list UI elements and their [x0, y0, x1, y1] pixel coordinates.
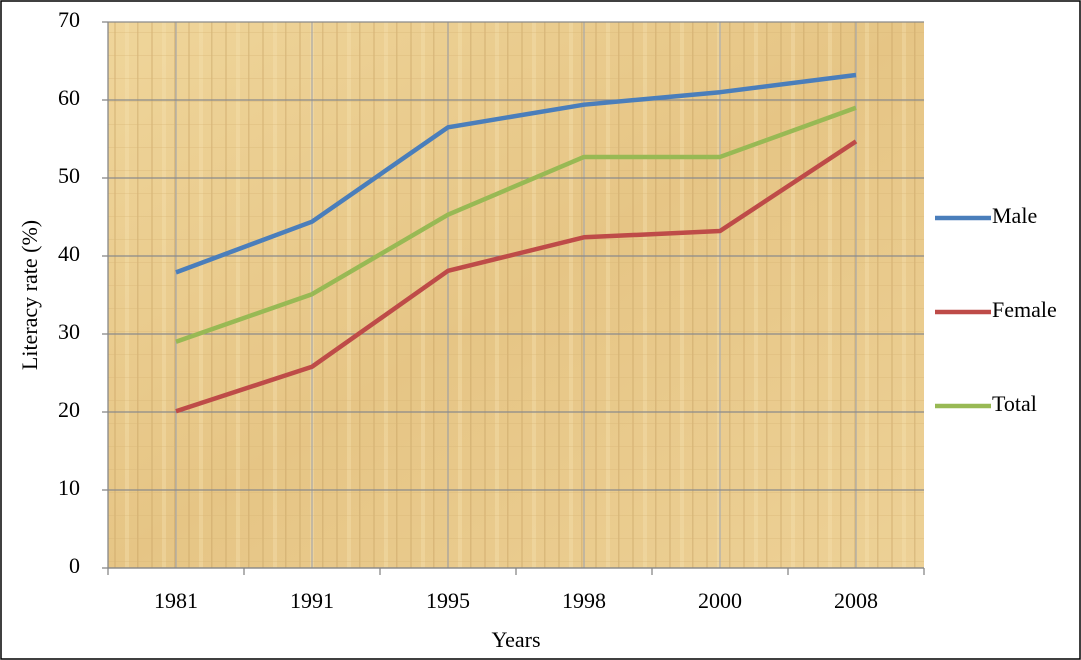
x-tick-label: 1998: [562, 588, 606, 613]
series-line: [175, 72, 857, 275]
y-tick-label: 30: [58, 319, 80, 344]
y-tick-label: 0: [69, 553, 80, 578]
y-tick-label: 60: [58, 85, 80, 110]
x-tick-label: 1981: [154, 588, 198, 613]
y-tick-label: 20: [58, 397, 80, 422]
y-tick-label: 70: [58, 7, 80, 32]
series-line: [175, 139, 858, 414]
legend-label: Female: [992, 297, 1057, 322]
y-tick-label: 50: [58, 163, 80, 188]
series-line: [175, 105, 857, 344]
y-axis-title: Literacy rate (%): [17, 220, 42, 370]
x-tick-label: 2000: [698, 588, 742, 613]
x-tick-label: 2008: [834, 588, 878, 613]
legend-label: Male: [992, 203, 1037, 228]
y-tick-label: 10: [58, 475, 80, 500]
plot: 0 10 20 30 40 50 60 70 1981 1991 1995 1998 2000 2008 M…: [58, 7, 1057, 613]
x-tick-label: 1991: [290, 588, 334, 613]
legend-label: Total: [992, 391, 1037, 416]
y-tick-label: 40: [58, 241, 80, 266]
x-axis-title: Years: [491, 627, 540, 652]
x-tick-label: 1995: [426, 588, 470, 613]
plot-texture: [108, 22, 924, 568]
